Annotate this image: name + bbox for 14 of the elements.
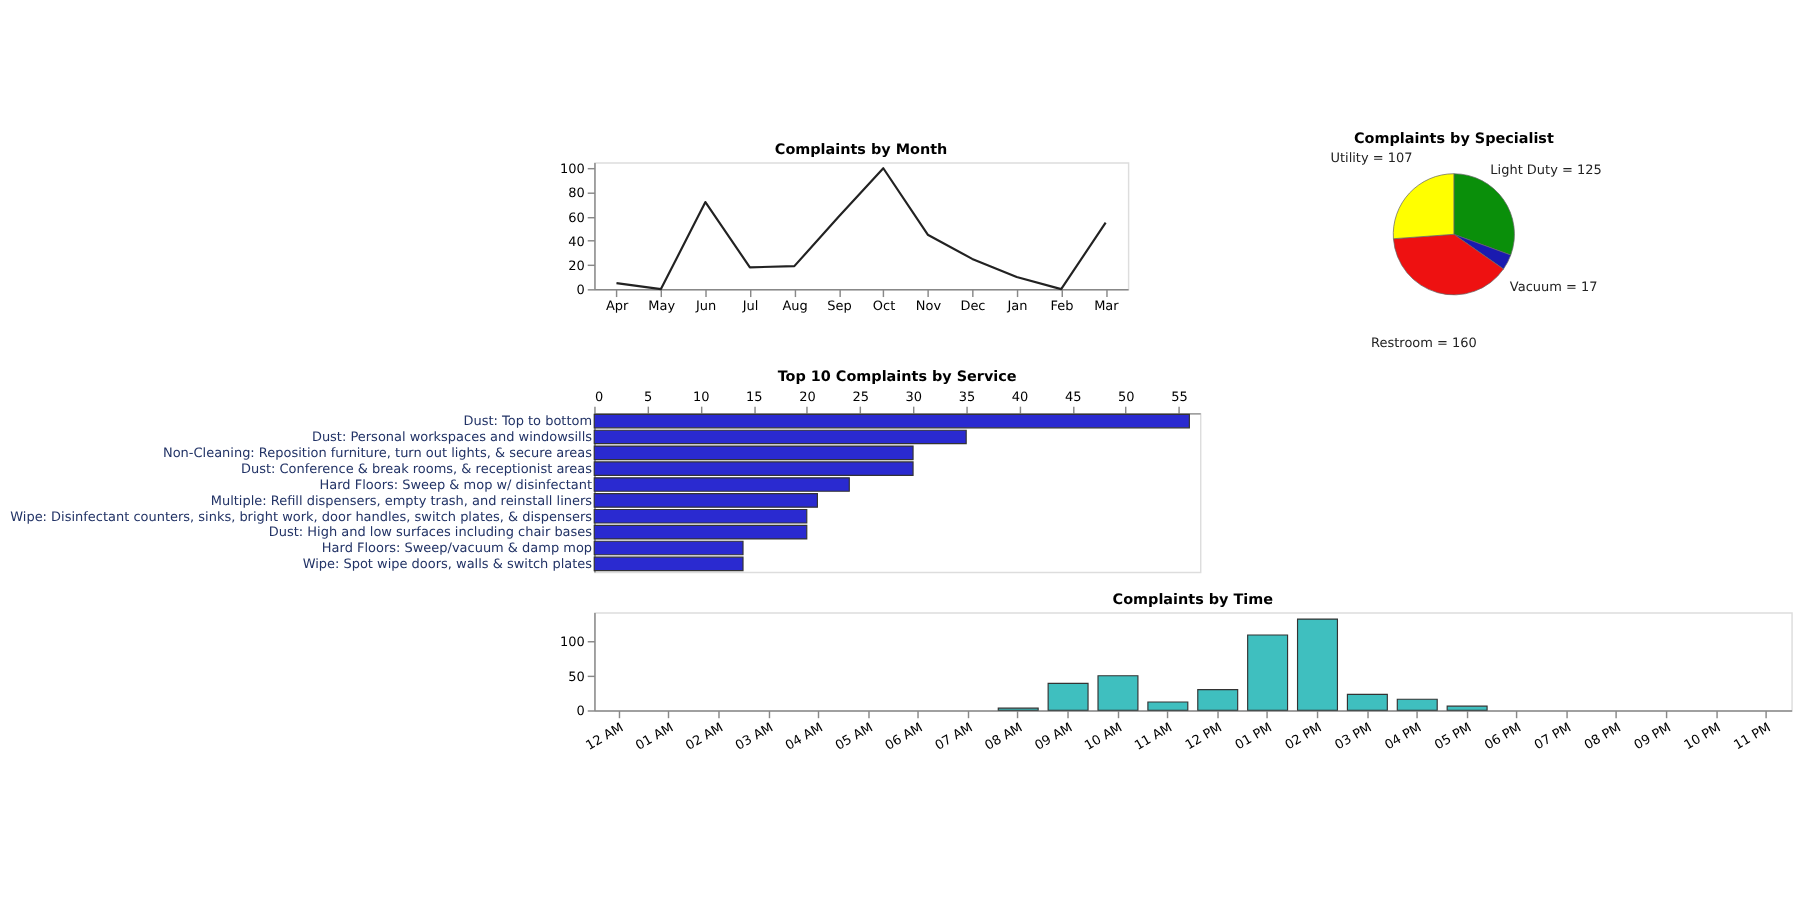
bar xyxy=(1247,634,1289,711)
chart-title: Top 10 Complaints by Service xyxy=(777,367,1017,386)
bar xyxy=(1197,688,1239,711)
line-series xyxy=(615,167,1107,291)
bar xyxy=(1047,682,1089,711)
bar xyxy=(1446,705,1488,711)
bar xyxy=(1296,618,1339,711)
bar xyxy=(1346,693,1388,711)
chart-title: Complaints by Specialist xyxy=(1353,129,1555,148)
bar xyxy=(1396,698,1438,711)
bar xyxy=(1147,701,1189,711)
chart-title: Complaints by Month xyxy=(774,139,948,158)
chart-title: Complaints by Time xyxy=(1112,589,1274,608)
bar xyxy=(1097,675,1139,711)
